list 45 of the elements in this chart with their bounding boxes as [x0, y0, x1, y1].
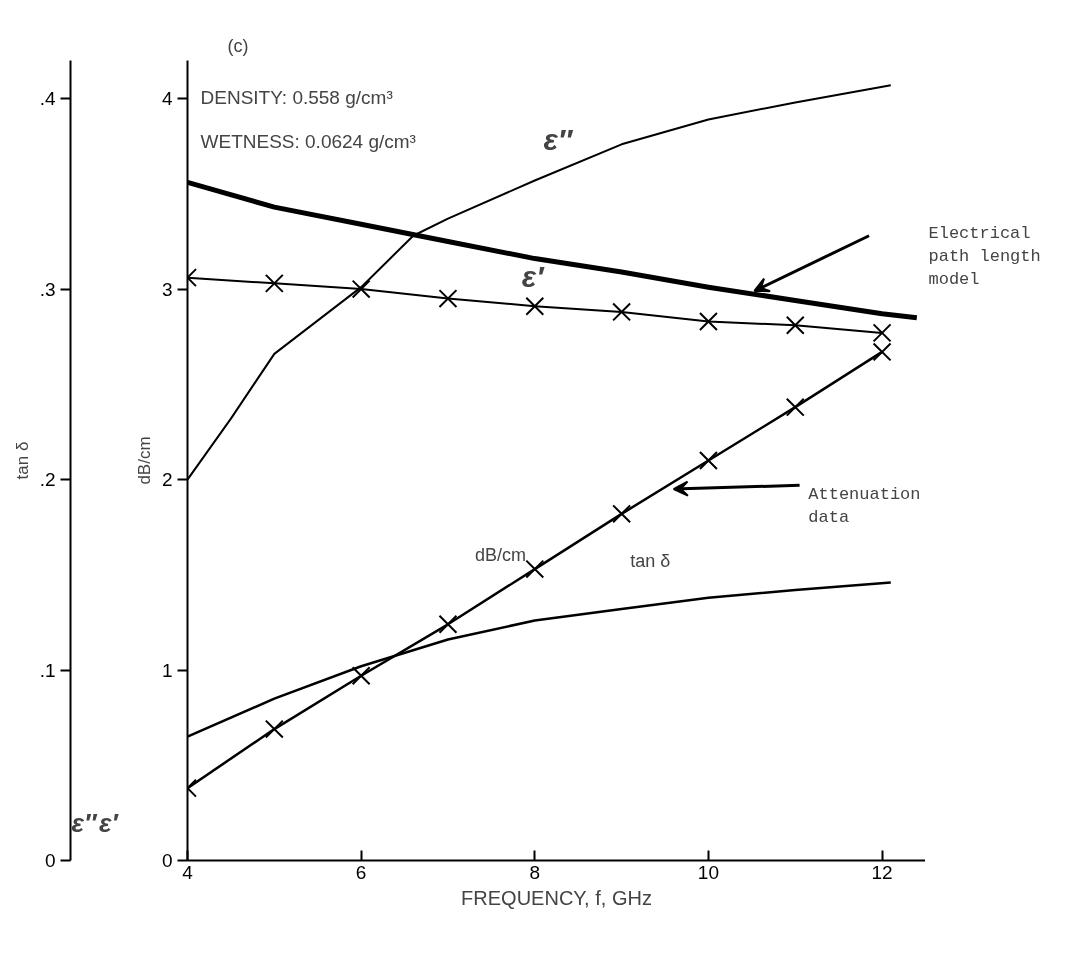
series-label: Electrical path length model: [928, 224, 1041, 290]
x-tick-label: 10: [697, 861, 720, 883]
point: [612, 302, 632, 322]
point: [438, 289, 458, 309]
series-label: dB/cm: [475, 545, 527, 566]
point: [525, 296, 545, 316]
y-axis-title: dB/cm: [134, 436, 154, 485]
annotation: Attenuation data: [808, 485, 921, 528]
x-tick-label: 4: [182, 861, 194, 883]
y2-tick-label: .4: [39, 88, 56, 110]
point: [351, 666, 371, 686]
series-label: ε″: [543, 122, 574, 156]
annotation: DENSITY: 0.558 g/cm³: [200, 87, 393, 109]
point: [785, 397, 805, 417]
y2-tick-label: 0: [44, 850, 56, 871]
y-tick-label: 2: [161, 469, 173, 491]
point: [698, 451, 718, 470]
point: [612, 504, 632, 524]
point: [438, 614, 458, 634]
text: ε′: [99, 807, 120, 838]
y-tick-label: 1: [161, 659, 173, 681]
point: [264, 273, 284, 293]
y2-tick-label: .2: [39, 469, 56, 491]
x-tick-label: 8: [529, 861, 541, 883]
point: [872, 323, 892, 343]
chart-title: (c): [227, 35, 249, 56]
series-label: tan δ: [630, 550, 671, 571]
point: [351, 279, 371, 299]
y2-axis-title: tan δ: [12, 441, 32, 480]
annotation: WETNESS: 0.0624 g/cm³: [200, 130, 416, 152]
point: [698, 311, 718, 331]
text: ε″: [71, 807, 99, 838]
y2-tick-label: .3: [39, 278, 56, 300]
point: [785, 315, 805, 335]
y-tick-label: 0: [161, 850, 173, 871]
y2-tick-label: .1: [39, 659, 56, 681]
point: [525, 559, 545, 579]
y-tick-label: 3: [161, 278, 173, 300]
y-tick-label: 4: [161, 88, 173, 110]
x-tick-label: 6: [355, 861, 367, 883]
point: [264, 719, 284, 739]
point: [872, 342, 892, 362]
x-axis-title: FREQUENCY, f, GHz: [461, 886, 652, 909]
x-tick-label: 12: [871, 861, 893, 883]
series-label: ε′: [521, 259, 546, 293]
